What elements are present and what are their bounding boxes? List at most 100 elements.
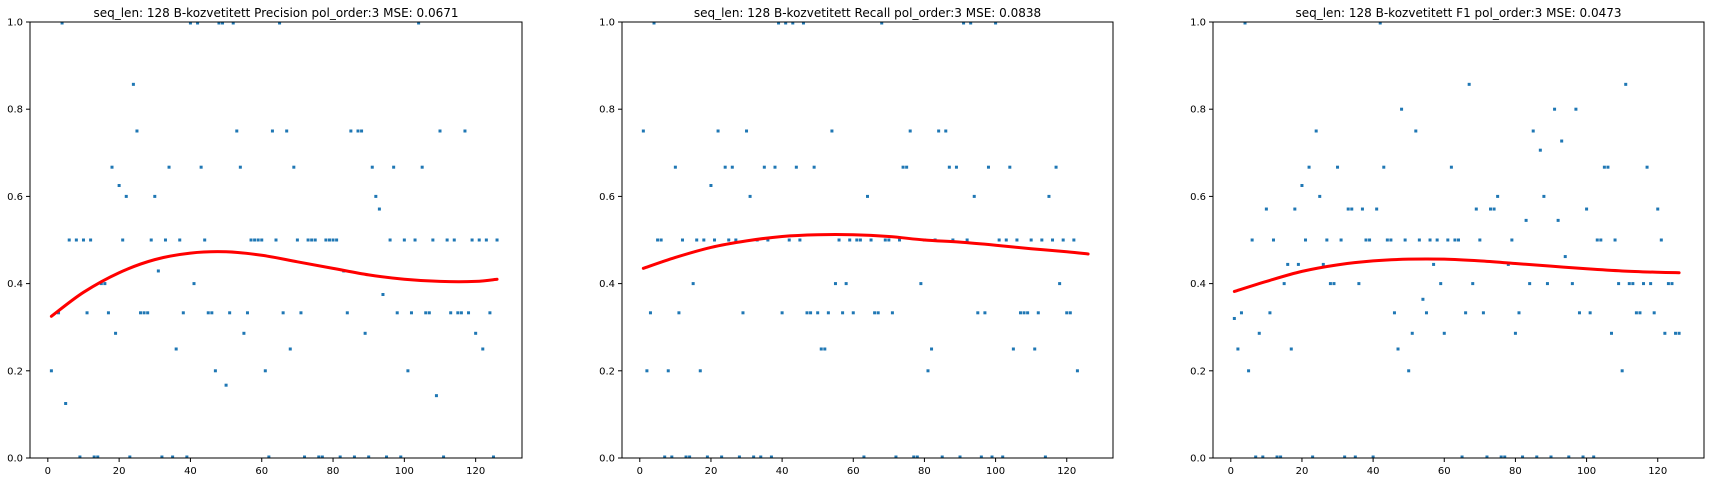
scatter-point (730, 165, 734, 169)
scatter-point (773, 165, 777, 169)
scatter-point (1642, 282, 1646, 286)
scatter-point (986, 165, 990, 169)
y-tick-label: 0.2 (599, 366, 615, 377)
scatter-point (1474, 207, 1478, 211)
scatter-point (1293, 207, 1297, 211)
scatter-point (965, 238, 969, 242)
scatter-point (199, 165, 203, 169)
scatter-point (1553, 107, 1557, 111)
scatter-point (908, 129, 912, 133)
scatter-point (1574, 107, 1578, 111)
scatter-point (777, 21, 781, 25)
scatter-point (720, 455, 724, 459)
scatter-point (399, 455, 403, 459)
scatter-point (1581, 455, 1585, 459)
scatter-point (940, 455, 944, 459)
scatter-point (171, 455, 175, 459)
scatter-point (705, 455, 709, 459)
scatter-point (1036, 311, 1040, 315)
scatter-point (1471, 282, 1475, 286)
scatter-point (901, 165, 905, 169)
chart-title: seq_len: 128 B-kozvetitett Recall pol_or… (694, 6, 1041, 20)
x-tick-label: 20 (1296, 466, 1309, 477)
scatter-point (979, 455, 983, 459)
scatter-point (253, 238, 257, 242)
scatter-point (121, 238, 125, 242)
scatter-point (1503, 455, 1507, 459)
x-tick-label: 120 (1057, 466, 1076, 477)
scatter-point (1254, 455, 1258, 459)
scatter-point (1250, 238, 1254, 242)
scatter-point (299, 311, 303, 315)
scatter-point (1545, 282, 1549, 286)
scatter-point (142, 311, 146, 315)
scatter-point (1385, 238, 1389, 242)
scatter-point (210, 311, 214, 315)
scatter-point (1613, 238, 1617, 242)
scatter-point (1336, 165, 1340, 169)
scatter-point (994, 21, 998, 25)
scatter-point (1400, 107, 1404, 111)
scatter-point (1670, 282, 1674, 286)
scatter-point (1261, 455, 1265, 459)
scatter-point (1489, 207, 1493, 211)
scatter-point (944, 129, 948, 133)
scatter-point (303, 455, 307, 459)
scatter-point (1058, 282, 1062, 286)
scatter-point (1051, 238, 1055, 242)
scatter-point (388, 238, 392, 242)
x-tick-label: 80 (327, 466, 340, 477)
scatter-point (81, 238, 85, 242)
scatter-point (1325, 238, 1329, 242)
scatter-point (784, 21, 788, 25)
scatter-point (898, 238, 902, 242)
scatter-point (1417, 238, 1421, 242)
scatter-point (481, 347, 485, 351)
scatter-point (894, 455, 898, 459)
scatter-point (1624, 82, 1628, 86)
scatter-point (1521, 455, 1525, 459)
scatter-point (1588, 311, 1592, 315)
scatter-point (1360, 207, 1364, 211)
scatter-point (452, 238, 456, 242)
scatter-point (1022, 311, 1026, 315)
scatter-point (74, 238, 78, 242)
scatter-point (1232, 316, 1236, 320)
scatter-point (1300, 184, 1304, 187)
scatter-point (174, 347, 178, 351)
scatter-point (1072, 238, 1076, 242)
y-tick-label: 0.8 (1190, 105, 1206, 116)
scatter-point (1424, 311, 1428, 315)
scatter-point (99, 282, 103, 286)
scatter-point (245, 311, 249, 315)
scatter-point (1609, 331, 1613, 335)
scatter-point (124, 194, 128, 198)
scatter-point (256, 238, 260, 242)
scatter-point (1649, 282, 1653, 286)
scatter-point (1481, 311, 1485, 315)
x-tick-label: 40 (776, 466, 789, 477)
scatter-point (1239, 311, 1243, 315)
scatter-point (883, 238, 887, 242)
x-tick-label: 100 (1577, 466, 1596, 477)
scatter-point (263, 369, 267, 373)
scatter-point (1382, 165, 1386, 169)
scatter-point (427, 311, 431, 315)
scatter-point (1432, 262, 1436, 266)
scatter-point (1068, 311, 1072, 315)
fit-curve (1232, 257, 1681, 293)
scatter-point (702, 238, 706, 242)
scatter-point (156, 269, 160, 273)
scatter-point (848, 238, 852, 242)
scatter-point (1524, 218, 1528, 222)
scatter-point (1428, 238, 1432, 242)
x-tick-label: 100 (986, 466, 1005, 477)
scatter-point (221, 21, 225, 25)
scatter-point (310, 238, 314, 242)
scatter-point (1499, 455, 1503, 459)
scatter-point (1286, 262, 1290, 266)
scatter-point (313, 238, 317, 242)
x-tick-label: 20 (113, 466, 126, 477)
scatter-point (1353, 455, 1357, 459)
scatter-point (331, 238, 335, 242)
